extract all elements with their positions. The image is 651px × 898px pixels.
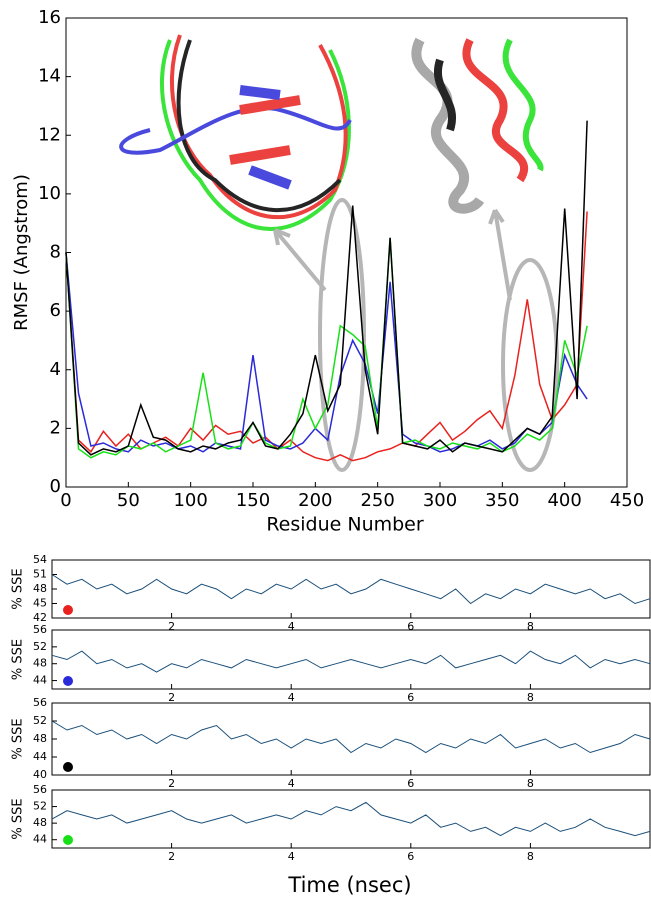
x-tick-label: 250 [360, 490, 394, 511]
y-axis-label: RMSF (Angstrom) [11, 174, 32, 331]
y-axis-label: % SSE [11, 568, 26, 609]
y-tick-label: 51 [33, 568, 47, 581]
y-axis-label: % SSE [11, 639, 26, 680]
series-marker [63, 762, 73, 772]
x-tick-label: 2 [168, 691, 175, 704]
x-tick-label: 2 [168, 620, 175, 633]
x-tick-label: 2 [168, 777, 175, 790]
x-tick-label: 6 [407, 691, 414, 704]
series-marker [63, 605, 73, 615]
data-line [51, 720, 651, 754]
x-axis-label: Residue Number [266, 514, 424, 536]
x-tick-label: 8 [527, 850, 534, 863]
y-tick-label: 52 [33, 714, 47, 727]
x-tick-label: 0 [60, 490, 71, 511]
y-tick-label: 6 [50, 300, 61, 321]
x-tick-label: 350 [485, 490, 519, 511]
plot-frame [65, 17, 628, 488]
y-tick-label: 54 [33, 553, 47, 566]
y-tick-label: 16 [38, 7, 61, 28]
y-tick-label: 10 [38, 183, 61, 204]
y-axis-label: % SSE [11, 798, 26, 839]
y-tick-label: 56 [33, 623, 47, 636]
plot-frame [51, 629, 651, 690]
y-tick-label: 44 [33, 674, 47, 687]
y-tick-label: 8 [50, 242, 61, 263]
data-line [51, 574, 651, 605]
x-tick-label: 450 [610, 490, 644, 511]
data-line [65, 252, 588, 453]
y-tick-label: 42 [33, 611, 47, 624]
y-tick-label: 52 [33, 800, 47, 813]
y-tick-label: 56 [33, 783, 47, 796]
series-marker [63, 835, 73, 845]
x-tick-label: 4 [288, 850, 295, 863]
x-tick-label: 4 [288, 691, 295, 704]
x-tick-label: 400 [547, 490, 581, 511]
y-tick-label: 48 [33, 816, 47, 829]
x-tick-label: 8 [527, 691, 534, 704]
y-tick-label: 44 [33, 750, 47, 763]
x-tick-label: 4 [288, 777, 295, 790]
y-tick-label: 12 [38, 124, 61, 145]
x-tick-label: 50 [117, 490, 140, 511]
x-tick-label: 6 [407, 850, 414, 863]
y-tick-label: 52 [33, 640, 47, 653]
y-tick-label: 44 [33, 833, 47, 846]
y-tick-label: 2 [50, 417, 61, 438]
x-tick-label: 2 [168, 850, 175, 863]
x-tick-label: 8 [527, 777, 534, 790]
y-tick-label: 0 [50, 476, 61, 497]
data-line [51, 801, 651, 837]
x-tick-label: 8 [527, 620, 534, 633]
x-tick-label: 150 [236, 490, 270, 511]
y-tick-label: 56 [33, 696, 47, 709]
y-tick-label: 4 [50, 359, 61, 380]
x-tick-label: 6 [407, 620, 414, 633]
y-tick-label: 14 [38, 66, 61, 87]
structure-illustration [119, 34, 559, 472]
x-tick-label: 6 [407, 777, 414, 790]
y-tick-label: 48 [33, 732, 47, 745]
y-axis-label: % SSE [11, 718, 26, 759]
y-tick-label: 45 [33, 597, 47, 610]
series-marker [63, 676, 73, 686]
y-tick-label: 48 [33, 657, 47, 670]
y-tick-label: 48 [33, 582, 47, 595]
plot-frame [51, 702, 651, 776]
data-line [51, 650, 651, 673]
x-tick-label: 4 [288, 620, 295, 633]
data-line [65, 120, 588, 456]
x-axis-label: Time (nsec) [287, 873, 411, 897]
x-tick-label: 300 [423, 490, 457, 511]
y-tick-label: 40 [33, 768, 47, 781]
x-tick-label: 200 [298, 490, 332, 511]
x-tick-label: 100 [173, 490, 207, 511]
